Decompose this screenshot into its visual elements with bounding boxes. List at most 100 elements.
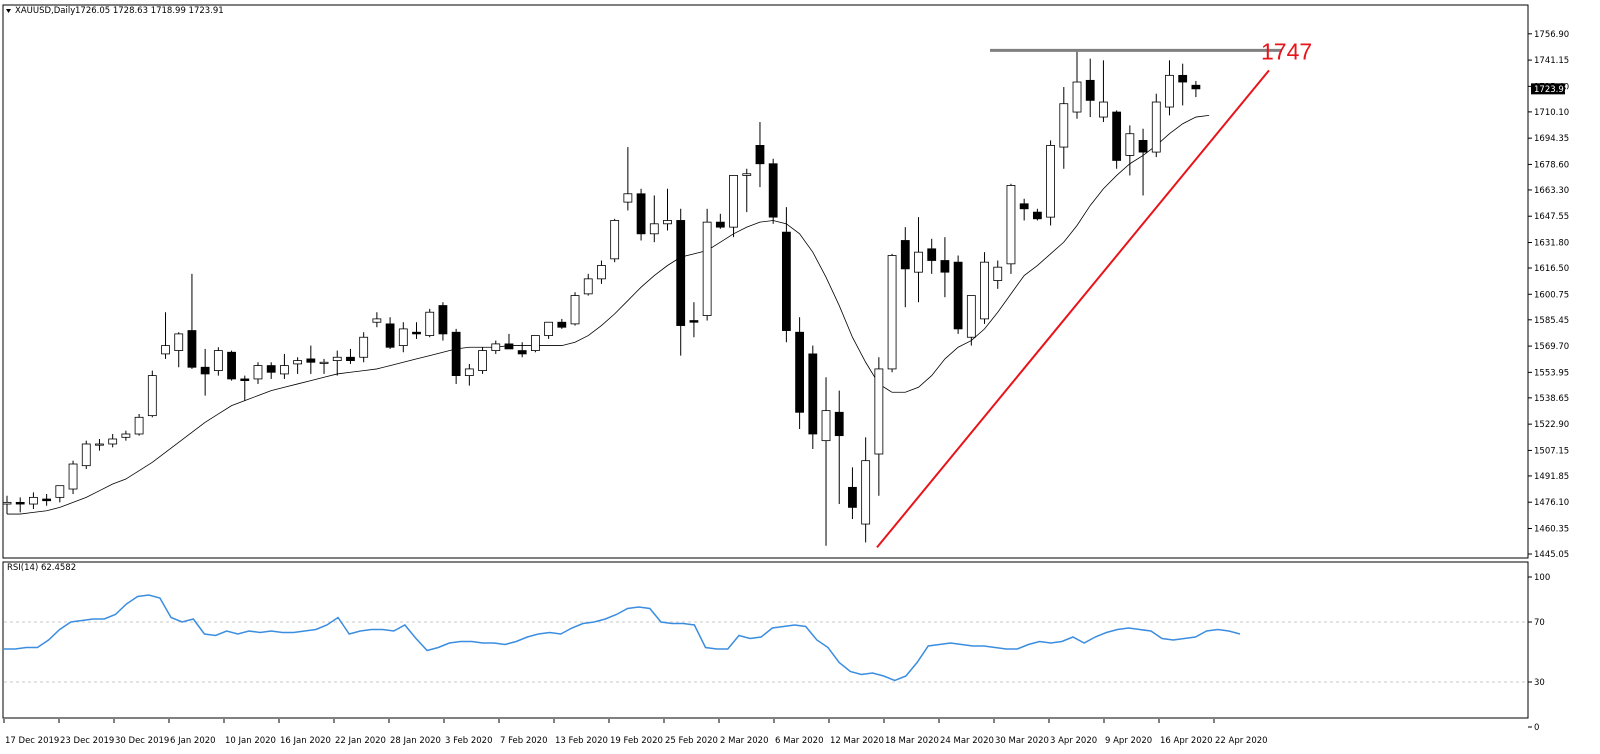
candle-body-bear bbox=[200, 366, 210, 375]
candle-body-bull bbox=[887, 255, 897, 370]
candle bbox=[649, 195, 659, 243]
candle-body-bear bbox=[1085, 79, 1095, 101]
candle-body-bull bbox=[213, 350, 223, 371]
x-tick-label: 10 Jan 2020 bbox=[225, 736, 276, 746]
price-tick-label: 1553.95 bbox=[1534, 368, 1569, 378]
price-tick-label: 1507.15 bbox=[1534, 446, 1569, 456]
candle bbox=[1178, 63, 1188, 106]
candle bbox=[332, 350, 342, 376]
candle-body-bull bbox=[623, 193, 633, 203]
candle-body-bull bbox=[95, 443, 104, 446]
candle bbox=[1019, 198, 1029, 221]
candle bbox=[1032, 208, 1042, 221]
candle-body-bull bbox=[319, 361, 329, 364]
candle bbox=[610, 218, 620, 263]
candle-body-bull bbox=[583, 278, 593, 295]
candle bbox=[319, 358, 329, 374]
candle bbox=[768, 158, 778, 224]
candle bbox=[927, 238, 937, 274]
candle bbox=[1165, 60, 1174, 116]
x-tick-label: 17 Dec 2019 bbox=[5, 736, 59, 746]
x-tick-label: 22 Jan 2020 bbox=[335, 736, 386, 746]
candle-body-bear bbox=[940, 260, 950, 273]
rsi-tick-label: 0 bbox=[1534, 723, 1539, 733]
candle-body-bull bbox=[425, 311, 435, 336]
price-tick-label: 1678.60 bbox=[1534, 160, 1569, 170]
candle bbox=[544, 321, 554, 339]
candle bbox=[1125, 125, 1135, 176]
trend-line[interactable] bbox=[876, 69, 1270, 549]
candle bbox=[174, 332, 184, 368]
symbol-label: XAUUSD,Daily bbox=[15, 6, 75, 16]
dropdown-triangle-icon[interactable] bbox=[6, 9, 11, 13]
candle bbox=[1112, 110, 1122, 169]
candle bbox=[29, 492, 38, 510]
x-tick-label: 18 Mar 2020 bbox=[885, 736, 939, 746]
price-tick-label: 1538.65 bbox=[1534, 394, 1569, 404]
candle-body-bull bbox=[742, 173, 752, 176]
x-tick-label: 3 Apr 2020 bbox=[1050, 736, 1097, 746]
resistance-label: 1747 bbox=[1261, 38, 1312, 64]
candle-body-bull bbox=[332, 356, 342, 361]
candle bbox=[187, 273, 197, 369]
candle-body-bull bbox=[597, 265, 606, 280]
candle-body-bull bbox=[147, 375, 157, 417]
candle bbox=[306, 345, 316, 374]
x-tick-label: 24 Mar 2020 bbox=[940, 736, 994, 746]
candle bbox=[108, 433, 118, 448]
candle bbox=[491, 340, 501, 354]
candle-body-bull bbox=[372, 318, 382, 323]
rsi-tick-label: 100 bbox=[1534, 573, 1550, 583]
candle-body-bear bbox=[451, 331, 461, 377]
candle bbox=[95, 438, 104, 451]
x-tick-label: 12 Mar 2020 bbox=[830, 736, 884, 746]
candle-body-bear bbox=[504, 343, 514, 350]
candle bbox=[623, 147, 633, 211]
candle bbox=[874, 357, 884, 496]
candle bbox=[966, 295, 976, 346]
candle bbox=[161, 312, 170, 359]
candle-body-bull bbox=[702, 221, 712, 316]
candle-body-bear bbox=[927, 248, 937, 261]
x-tick-label: 13 Feb 2020 bbox=[555, 736, 608, 746]
rsi-panel[interactable] bbox=[2, 561, 1529, 719]
candle bbox=[372, 312, 382, 328]
candle-body-bear bbox=[1138, 140, 1148, 153]
candle-body-bull bbox=[821, 410, 831, 442]
candle-body-bull bbox=[491, 343, 501, 351]
candle-body-bull bbox=[610, 220, 620, 260]
price-tick-label: 1647.55 bbox=[1534, 212, 1569, 222]
candle-body-bull bbox=[544, 321, 554, 336]
x-tick-label: 6 Mar 2020 bbox=[775, 736, 823, 746]
candle bbox=[68, 460, 78, 495]
x-tick-label: 30 Mar 2020 bbox=[995, 736, 1049, 746]
rsi-label: RSI(14) 62.4582 bbox=[7, 563, 76, 573]
ohlc-values: 1726.05 1728.63 1718.99 1723.91 bbox=[75, 6, 224, 16]
rsi-tick-label: 30 bbox=[1534, 678, 1545, 688]
candle-body-bear bbox=[346, 356, 355, 361]
candle bbox=[517, 342, 527, 358]
candle bbox=[42, 494, 52, 506]
candle bbox=[715, 213, 725, 229]
price-tick-label: 1741.15 bbox=[1534, 56, 1569, 66]
candle-body-bear bbox=[1019, 203, 1029, 210]
candle-body-bull bbox=[2, 501, 12, 505]
x-tick-label: 22 Apr 2020 bbox=[1215, 736, 1268, 746]
candle bbox=[147, 370, 157, 418]
candle bbox=[834, 390, 844, 505]
candle-body-bull bbox=[729, 175, 738, 228]
candle bbox=[1099, 60, 1108, 123]
price-panel[interactable] bbox=[2, 4, 1529, 559]
x-tick-label: 2 Mar 2020 bbox=[720, 736, 768, 746]
candle bbox=[583, 273, 593, 296]
candle bbox=[689, 302, 699, 338]
candle bbox=[887, 253, 897, 373]
candle-body-bear bbox=[557, 321, 567, 328]
candle bbox=[425, 308, 435, 338]
chart-header: XAUUSD,Daily 1726.05 1728.63 1718.99 172… bbox=[6, 6, 224, 573]
candle bbox=[861, 437, 871, 543]
candle bbox=[478, 347, 487, 374]
candle bbox=[227, 350, 236, 381]
candle bbox=[1085, 58, 1095, 118]
candle-body-bear bbox=[808, 353, 818, 435]
